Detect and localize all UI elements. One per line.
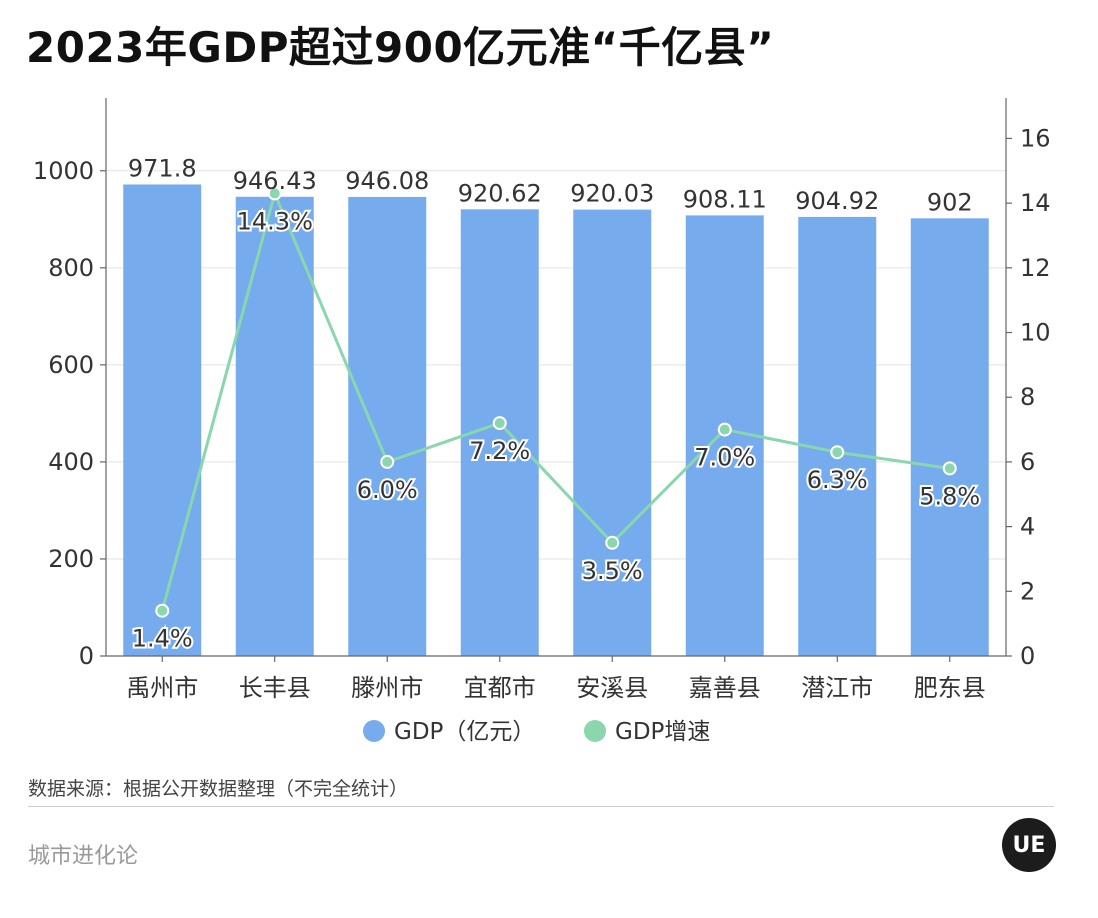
left-tick-label: 1000: [33, 157, 94, 185]
gdp-bar: [798, 216, 877, 656]
gdp-bar: [235, 196, 314, 657]
chart-title: 2023年GDP超过900亿元准“千亿县”: [26, 23, 775, 72]
growth-point: [717, 422, 732, 437]
right-tick-label: 2: [1020, 577, 1035, 605]
category-label: 禹州市: [126, 674, 198, 702]
category-label: 安溪县: [576, 674, 648, 702]
growth-value-label: 3.5%: [582, 557, 643, 585]
category-label: 长丰县: [239, 674, 311, 702]
combo-chart: 0 200 400 600 800 1000 0 2 4 6 8 10 12 14 16 禹州市 长丰县 滕州市 宜…: [33, 98, 1051, 745]
growth-point: [830, 445, 845, 460]
gdp-value-label: 946.43: [233, 167, 317, 195]
right-tick-label: 16: [1020, 124, 1051, 152]
category-label: 宜都市: [464, 674, 536, 702]
growth-line: [155, 186, 957, 618]
gdp-value-label: 904.92: [795, 187, 879, 215]
category-label: 肥东县: [914, 674, 986, 702]
footer-divider: [28, 806, 1054, 807]
legend: GDP（亿元） GDP增速: [363, 719, 710, 745]
gdp-bar: [348, 196, 427, 656]
left-tick-label: 0: [79, 642, 94, 670]
legend-growth-swatch: [584, 720, 606, 742]
gdp-value-label: 902: [927, 188, 973, 216]
gdp-value-label: 946.08: [345, 167, 429, 195]
growth-point: [155, 603, 170, 618]
source-note: 数据来源：根据公开数据整理（不完全统计）: [28, 778, 409, 800]
gdp-bar: [573, 209, 652, 656]
left-tick-label: 800: [48, 254, 94, 282]
legend-growth-label: GDP增速: [615, 719, 710, 745]
right-tick-label: 12: [1020, 254, 1051, 282]
legend-gdp-swatch: [363, 720, 385, 742]
left-tick-label: 400: [48, 448, 94, 476]
right-tick-label: 6: [1020, 448, 1035, 476]
legend-gdp-label: GDP（亿元）: [394, 719, 535, 745]
gdp-value-label: 920.62: [458, 179, 542, 207]
growth-value-label: 7.2%: [469, 437, 530, 465]
gdp-bar: [910, 218, 989, 656]
gdp-value-label: 920.03: [570, 180, 654, 208]
gdp-value-label: 971.8: [128, 154, 197, 182]
right-tick-label: 8: [1020, 383, 1035, 411]
growth-point: [605, 535, 620, 550]
growth-point: [380, 454, 395, 469]
right-tick-label: 14: [1020, 189, 1051, 217]
category-label: 滕州市: [351, 674, 423, 702]
growth-value-label: 1.4%: [132, 625, 193, 653]
growth-point: [267, 186, 282, 201]
right-tick-label: 0: [1020, 642, 1035, 670]
gdp-value-label: 908.11: [683, 185, 767, 213]
category-label: 嘉善县: [689, 674, 761, 702]
right-tick-label: 10: [1020, 319, 1051, 347]
growth-value-label: 6.3%: [807, 466, 868, 494]
axes: 0 200 400 600 800 1000 0 2 4 6 8 10 12 14 16 禹州市 长丰县 滕州市 宜…: [33, 98, 1051, 702]
data-labels: 971.8 946.43 946.08 920.62 920.03 908.11 904.9…: [128, 154, 982, 654]
category-label: 潜江市: [801, 674, 873, 702]
growth-point: [942, 461, 957, 476]
brand-name: 城市进化论: [28, 844, 139, 869]
gdp-bar: [123, 184, 202, 656]
left-tick-label: 200: [48, 545, 94, 573]
growth-value-label: 14.3%: [237, 207, 313, 235]
growth-value-label: 7.0%: [694, 444, 755, 472]
growth-point: [492, 416, 507, 431]
brand-logo: UE: [1002, 818, 1056, 872]
growth-line-path: [160, 191, 950, 612]
gdp-bars: [123, 184, 989, 657]
growth-value-label: 6.0%: [357, 476, 418, 504]
left-tick-label: 600: [48, 351, 94, 379]
growth-value-label: 5.8%: [919, 482, 980, 510]
right-tick-label: 4: [1020, 513, 1035, 541]
